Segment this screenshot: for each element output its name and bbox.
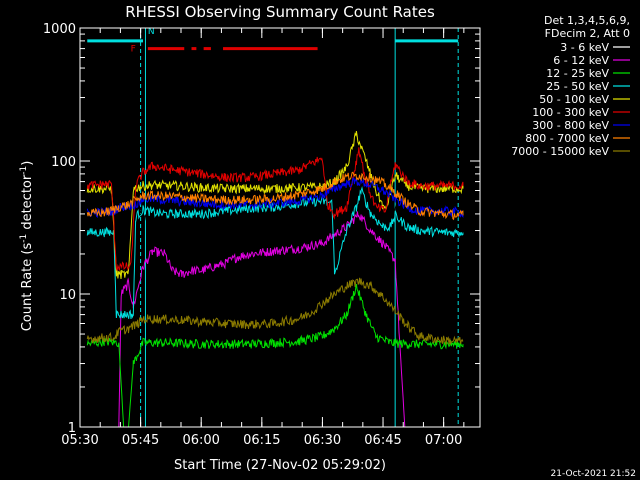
x-tick-label: 07:00 xyxy=(425,433,462,448)
series-line-8 xyxy=(86,277,464,346)
plot-frame xyxy=(79,27,481,428)
x-tick-label: 05:45 xyxy=(122,433,159,448)
series-line-2 xyxy=(86,283,464,428)
x-tick-label: 06:45 xyxy=(364,433,401,448)
x-tick-label: 06:00 xyxy=(182,433,219,448)
legend-header: Det 1,3,4,5,6,9, xyxy=(544,14,630,27)
y-axis-label-sup2: -1 xyxy=(19,166,29,175)
legend-label: 6 - 12 keV xyxy=(553,54,609,67)
y-tick-label: 1 xyxy=(68,421,76,436)
x-tick-label: 05:30 xyxy=(61,433,98,448)
legend-label: 800 - 7000 keV xyxy=(525,132,609,145)
x-tick-label: 06:30 xyxy=(304,433,341,448)
series-line-0 xyxy=(86,200,464,243)
legend-label: 7000 - 15000 keV xyxy=(511,145,609,158)
x-axis-label: Start Time (27-Nov-02 05:29:02) xyxy=(174,458,386,473)
series-line-5 xyxy=(86,147,464,271)
y-tick-label: 1000 xyxy=(43,22,76,37)
series-line-6 xyxy=(86,177,464,219)
legend-label: 100 - 300 keV xyxy=(532,106,609,119)
legend-label: 300 - 800 keV xyxy=(532,119,609,132)
series-line-7 xyxy=(86,171,464,221)
legend: Det 1,3,4,5,6,9,FDecim 2, Att 03 - 6 keV… xyxy=(511,14,630,158)
y-axis-label-end: ) xyxy=(20,161,35,166)
y-axis-label-sup1: -1 xyxy=(19,234,29,243)
y-axis-label: Count Rate (s-1 detector-1) xyxy=(19,161,35,332)
y-axis-label-mid: detector xyxy=(20,174,35,234)
chart-title: RHESSI Observing Summary Count Rates xyxy=(125,3,435,21)
marker-f: F xyxy=(131,45,136,55)
marker-n: N xyxy=(148,27,155,37)
y-axis-label-main: Count Rate (s xyxy=(20,243,35,332)
series-line-3 xyxy=(86,186,464,319)
axes: 1 10 100 1000 05:30 05:45 06:00 06:15 06:30 06:45… xyxy=(43,22,481,448)
y-tick-label: 10 xyxy=(59,288,76,303)
legend-label: 50 - 100 keV xyxy=(539,93,609,106)
y-tick-label: 100 xyxy=(51,155,76,170)
legend-header: FDecim 2, Att 0 xyxy=(545,27,630,40)
legend-label: 3 - 6 keV xyxy=(560,41,609,54)
plot-area: NF xyxy=(86,27,464,428)
footer-date: 21-Oct-2021 21:52 xyxy=(551,469,636,479)
series-line-4 xyxy=(86,131,464,280)
legend-label: 12 - 25 keV xyxy=(546,67,609,80)
legend-label: 25 - 50 keV xyxy=(546,80,609,93)
series-line-1 xyxy=(87,211,463,428)
x-tick-label: 06:15 xyxy=(243,433,280,448)
